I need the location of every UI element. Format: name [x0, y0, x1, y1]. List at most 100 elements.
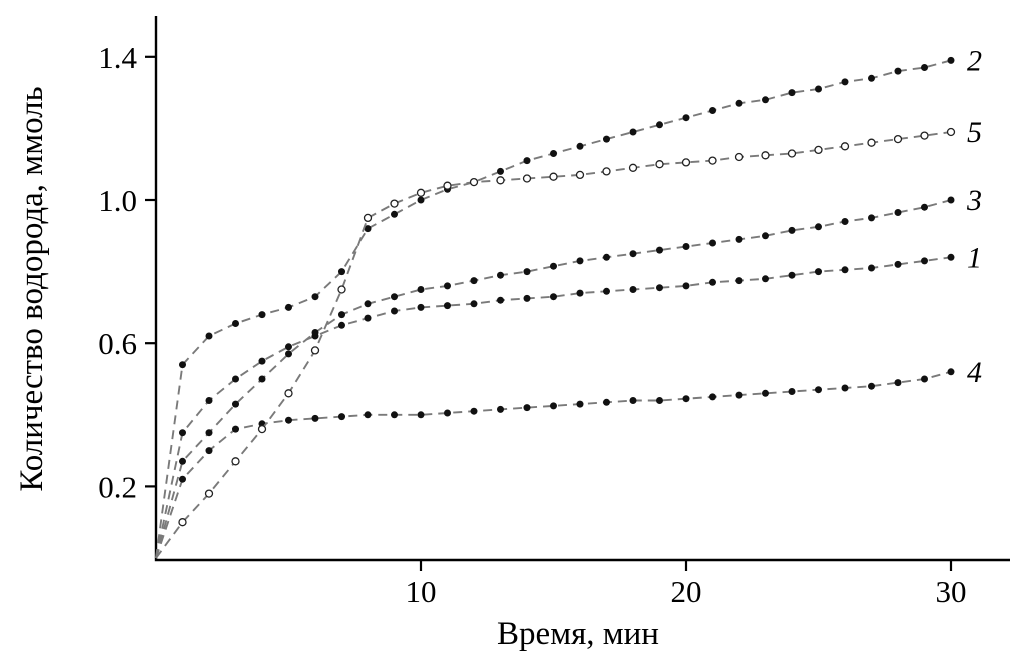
series-2-marker — [205, 332, 213, 340]
series-2-marker — [629, 128, 637, 136]
series-4-marker — [311, 414, 319, 422]
x-tick-label: 30 — [936, 574, 967, 609]
series-4-marker — [179, 475, 186, 483]
series-1-marker — [232, 375, 239, 383]
y-tick-label: 1.4 — [98, 40, 137, 75]
series-1-marker — [815, 268, 822, 276]
series-4-marker — [682, 395, 690, 403]
series-4-marker — [894, 379, 902, 387]
series-5-marker — [522, 174, 532, 183]
series-2-marker — [735, 99, 743, 107]
series-2-marker — [921, 64, 928, 71]
series-5-marker — [337, 285, 346, 294]
series-3-marker — [470, 277, 478, 285]
y-axis-label: Количество водорода, ммоль — [14, 86, 50, 491]
series-3-marker — [735, 235, 743, 243]
series-5-marker — [204, 489, 214, 498]
series-3-marker — [894, 209, 902, 216]
series-3-label: 3 — [966, 184, 982, 217]
series-3-marker — [788, 226, 796, 234]
series-2-marker — [603, 135, 610, 143]
series-1-marker — [258, 357, 266, 365]
x-tick-label: 10 — [406, 574, 437, 609]
plot-area: 10 20 30 0.2 0.6 1.0 1.4 1 2 3 4 5 — [98, 16, 1010, 609]
series-5-marker — [734, 152, 744, 162]
series-3-marker — [497, 271, 504, 279]
series-3-marker — [682, 243, 690, 250]
series-3-marker — [391, 293, 398, 301]
series-5-marker — [257, 424, 267, 434]
series-3-marker — [258, 375, 266, 383]
series-3-marker — [205, 429, 213, 437]
series-5-marker — [575, 170, 585, 180]
series-2-marker — [285, 303, 292, 311]
series-4-marker — [417, 411, 425, 419]
series-2-label: 2 — [967, 44, 982, 77]
series-4-marker — [205, 447, 213, 455]
series-5-marker — [602, 167, 611, 176]
series-1-marker — [709, 278, 716, 286]
series-5-marker — [443, 181, 452, 190]
series-3-marker — [576, 257, 584, 265]
series-1-marker — [656, 284, 663, 292]
x-axis-label: Время, мин — [497, 616, 659, 652]
series-3-line — [155, 199, 952, 559]
series-5-marker — [655, 160, 664, 169]
series-5-marker — [390, 199, 399, 208]
series-4-marker — [735, 391, 743, 399]
series-3-marker — [417, 286, 425, 293]
series-4-marker — [947, 368, 955, 376]
series-2-marker — [338, 268, 345, 276]
series-3-marker — [868, 214, 875, 222]
series-5-marker — [310, 346, 320, 355]
series-1-marker — [762, 275, 769, 283]
series-1-marker — [682, 282, 690, 290]
series-5-marker — [761, 151, 770, 160]
series-2-marker — [391, 210, 398, 218]
series-3-marker — [285, 350, 292, 358]
series-3-marker — [444, 282, 451, 290]
series-1-label: 1 — [967, 241, 982, 274]
series-4-marker — [364, 411, 372, 419]
series-4-marker — [470, 407, 478, 415]
series-4-marker — [444, 409, 451, 417]
series-3-marker — [762, 232, 769, 240]
series-4-marker — [232, 425, 239, 433]
series-5-marker — [946, 127, 956, 137]
series-4-marker — [709, 393, 716, 401]
series-5-marker — [920, 131, 929, 140]
series-3-marker — [338, 311, 345, 319]
series-2-marker — [576, 142, 584, 150]
series-5-marker — [893, 134, 903, 144]
series-4-marker — [391, 411, 398, 419]
y-tick-label: 0.2 — [98, 469, 137, 504]
series-1-marker — [576, 289, 584, 297]
series-5-marker — [814, 145, 823, 155]
series-1-marker — [921, 257, 928, 265]
series-3-marker — [709, 239, 716, 247]
series-4-marker — [841, 384, 849, 392]
series-3-marker — [179, 457, 186, 465]
series-4-marker — [576, 400, 584, 408]
series-1-marker — [285, 343, 292, 351]
series-5-marker — [469, 177, 479, 187]
series-5-marker — [549, 172, 558, 181]
series-1-marker — [444, 302, 451, 310]
y-tick-label: 1.0 — [98, 183, 137, 218]
series-1-marker — [841, 266, 849, 274]
series-1-marker — [550, 293, 557, 301]
series-2-marker — [497, 167, 504, 175]
series-4-marker — [603, 398, 610, 406]
series-5-line — [155, 131, 952, 559]
series-1-marker — [603, 287, 610, 295]
series-1-marker — [947, 253, 955, 261]
series-4-label: 4 — [967, 356, 982, 389]
series-4-marker — [550, 402, 557, 410]
series-3-marker — [921, 203, 928, 211]
series-3-marker — [947, 196, 955, 204]
series-2-marker — [815, 85, 822, 93]
series-4-line — [155, 370, 952, 559]
series-5-marker — [787, 149, 797, 158]
series-2-marker — [417, 196, 425, 204]
series-5-marker — [178, 518, 187, 527]
